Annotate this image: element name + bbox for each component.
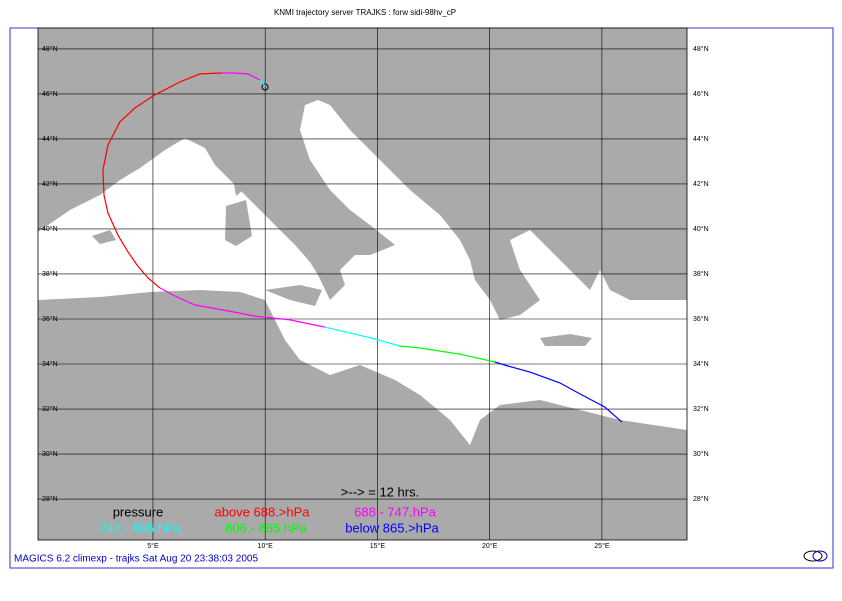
trajectory-segment	[399, 345, 495, 363]
y-tick-label: 46°N	[42, 90, 58, 98]
x-tick-label: 25°E	[594, 542, 610, 550]
y-tick-label: 44°N	[42, 135, 58, 143]
y-tick-label: 30°N	[42, 450, 58, 458]
footer: MAGICS 6.2 climexp - trajks Sat Aug 20 2…	[14, 554, 258, 565]
legend-label: 806.- 865.hPa	[225, 520, 307, 535]
legend-label: above 688.>hPa	[214, 504, 310, 519]
legend-label: 688.- 747.hPa	[354, 504, 436, 519]
y-tick-label: 38°N	[693, 270, 709, 278]
y-tick-label: 30°N	[693, 450, 709, 458]
balearic	[92, 230, 116, 244]
y-tick-label: 34°N	[42, 360, 58, 368]
y-tick-label: 28°N	[693, 495, 709, 503]
y-tick-label: 48°N	[693, 45, 709, 53]
y-tick-label: 36°N	[693, 315, 709, 323]
logo	[803, 550, 828, 562]
trajectory-segment	[102, 72, 222, 289]
sardinia	[225, 200, 252, 246]
x-tick-label: 20°E	[482, 542, 498, 550]
y-tick-label: 36°N	[42, 315, 58, 323]
title: KNMI trajectory server TRAJKS : forw sid…	[274, 8, 456, 17]
y-tick-label: 38°N	[42, 270, 58, 278]
basemap	[38, 28, 687, 540]
legend-label: below 865.>hPa	[345, 520, 439, 535]
trajectory-segment	[324, 326, 401, 347]
sea	[38, 100, 687, 445]
y-tick-label: 42°N	[693, 180, 709, 188]
y-tick-label: 32°N	[693, 405, 709, 413]
y-tick-label: 40°N	[42, 225, 58, 233]
trajectory-segment	[259, 79, 266, 87]
x-tick-label: 10°E	[258, 542, 274, 550]
legend-title: pressure	[113, 504, 164, 519]
y-tick-label: 48°N	[42, 45, 58, 53]
trajectory-segment	[494, 361, 623, 423]
y-tick-label: 44°N	[693, 135, 709, 143]
y-tick-label: 34°N	[693, 360, 709, 368]
corsica	[232, 166, 248, 196]
legend-label: 747.- 806.hPa	[99, 520, 181, 535]
sicily	[265, 285, 322, 306]
y-tick-label: 32°N	[42, 405, 58, 413]
y-tick-label: 28°N	[42, 495, 58, 503]
y-tick-label: 40°N	[693, 225, 709, 233]
trajectory-segment	[159, 287, 326, 328]
y-tick-label: 46°N	[693, 90, 709, 98]
y-tick-label: 42°N	[42, 180, 58, 188]
x-tick-label: 5°E	[147, 542, 159, 550]
arrow-note: >--> = 12 hrs.	[341, 484, 419, 499]
crete	[540, 334, 592, 346]
trajectory-segment	[221, 72, 261, 81]
map-frame	[37, 27, 688, 541]
x-tick-label: 15°E	[370, 542, 386, 550]
